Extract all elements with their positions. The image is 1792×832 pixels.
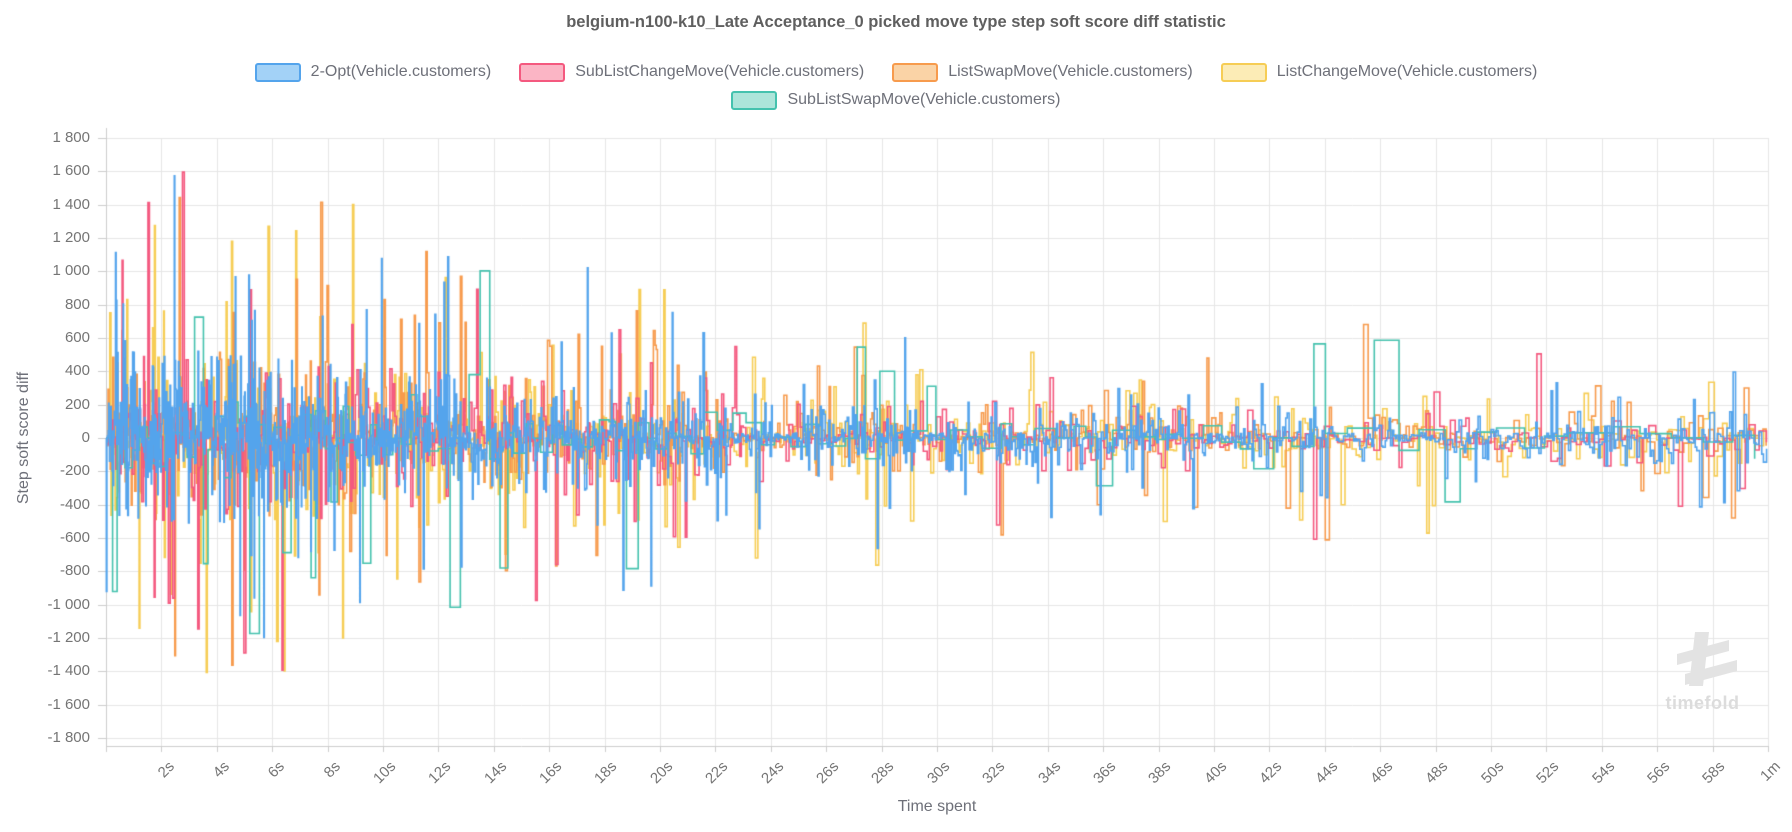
legend-item-1[interactable]: 2-Opt(Vehicle.customers) — [254, 62, 492, 82]
y-tick-label: 1 200 — [52, 229, 90, 246]
chart-legend: 2-Opt(Vehicle.customers) SubListChangeMov… — [0, 58, 1792, 114]
legend-swatch-icon — [519, 62, 566, 82]
x-axis-title: Time spent — [897, 798, 977, 815]
legend-label: SubListChangeMove(Vehicle.customers) — [575, 63, 865, 80]
legend-row-1: 2-Opt(Vehicle.customers) SubListChangeMov… — [0, 58, 1792, 86]
y-tick-label: -1 000 — [47, 595, 90, 613]
y-tick-label: -1 600 — [47, 695, 90, 713]
y-axis-title: Step soft score diff — [15, 371, 32, 505]
y-tick-label: 1 800 — [52, 129, 90, 146]
legend-label: ListChangeMove(Vehicle.customers) — [1276, 63, 1538, 80]
timefold-logo-icon — [1676, 632, 1737, 686]
y-tick-label: 400 — [64, 362, 90, 380]
y-tick-label: -800 — [59, 562, 90, 580]
watermark-text: timefold — [1665, 693, 1740, 713]
y-tick-label: 1 400 — [52, 195, 90, 213]
y-tick-label: 1 000 — [52, 262, 90, 280]
legend-item-5[interactable]: SubListSwapMove(Vehicle.customers) — [731, 90, 1061, 110]
legend-item-2[interactable]: SubListChangeMove(Vehicle.customers) — [519, 62, 865, 82]
legend-label: 2-Opt(Vehicle.customers) — [310, 63, 492, 80]
y-tick-label: -200 — [59, 462, 90, 480]
chart-title: belgium-n100-k10_Late Acceptance_0 picke… — [566, 13, 1226, 31]
y-tick-label: 1 600 — [52, 162, 90, 180]
legend-item-3[interactable]: ListSwapMove(Vehicle.customers) — [892, 62, 1193, 82]
y-tick-label: -600 — [59, 529, 90, 546]
legend-row-2: SubListSwapMove(Vehicle.customers) — [0, 86, 1792, 114]
legend-swatch-icon — [731, 90, 778, 110]
y-tick-label: 800 — [64, 295, 90, 313]
y-tick-label: 200 — [64, 395, 90, 413]
watermark: timefold — [1655, 630, 1750, 714]
y-tick-label: -400 — [59, 495, 90, 513]
legend-label: ListSwapMove(Vehicle.customers) — [948, 63, 1193, 80]
legend-label: SubListSwapMove(Vehicle.customers) — [787, 91, 1061, 108]
legend-item-4[interactable]: ListChangeMove(Vehicle.customers) — [1220, 62, 1538, 82]
legend-swatch-icon — [892, 62, 939, 82]
legend-swatch-icon — [254, 62, 301, 82]
y-tick-label: 600 — [64, 329, 90, 346]
y-tick-label: -1 400 — [47, 662, 90, 680]
y-tick-label: -1 200 — [47, 629, 90, 646]
y-tick-label: 0 — [81, 429, 90, 446]
legend-swatch-icon — [1220, 62, 1267, 82]
y-tick-label: -1 800 — [47, 729, 90, 746]
